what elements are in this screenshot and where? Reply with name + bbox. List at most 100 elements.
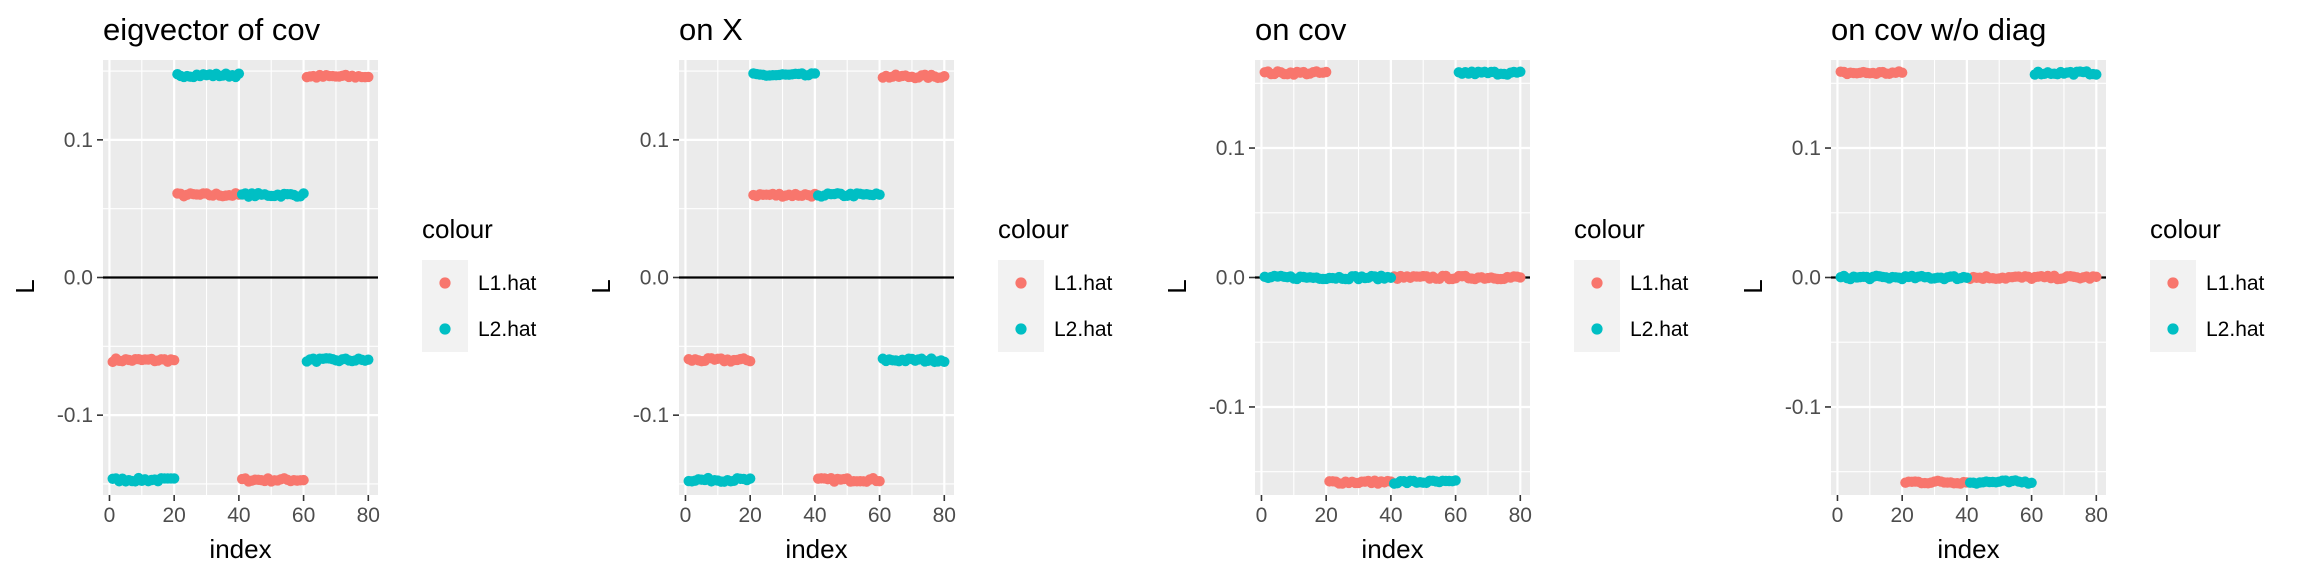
legend-title: colour <box>2150 214 2221 244</box>
x-tick-label: 20 <box>738 504 761 527</box>
chart-title: on cov <box>1255 12 1347 47</box>
data-point <box>2091 69 2102 80</box>
data-point <box>233 68 245 79</box>
x-axis-title: index <box>785 534 847 564</box>
x-axis-title: index <box>1361 534 1423 564</box>
y-tick-label: 0.0 <box>640 267 669 290</box>
y-tick-label: -0.1 <box>1785 396 1821 419</box>
y-tick-label: 0.0 <box>1792 267 1821 290</box>
y-tick-label: -0.1 <box>633 404 669 427</box>
data-point <box>1320 66 1332 78</box>
series-L1.hat <box>683 69 950 487</box>
x-tick-label: 80 <box>933 504 956 527</box>
series-L2.hat <box>1835 66 2102 489</box>
data-point <box>874 475 885 487</box>
data-point <box>298 474 309 486</box>
series-L2.hat <box>107 68 374 487</box>
legend-swatch-L1.hat <box>1591 277 1603 289</box>
legend-label: L2.hat <box>1054 318 1113 341</box>
x-tick-label: 40 <box>227 504 250 527</box>
chart-title: on cov w/o diag <box>1831 12 2046 47</box>
series-L1.hat <box>107 69 374 487</box>
y-axis-title: L <box>1738 279 1768 293</box>
legend: colour L1.hat L2.hat <box>1574 214 1689 352</box>
y-axis-title: L <box>1162 279 1192 293</box>
legend-title: colour <box>1574 214 1645 244</box>
data-point <box>1515 66 1526 77</box>
x-tick-label: 60 <box>1444 504 1467 527</box>
chart-panel-4: on cov w/o diag 0 20 40 60 80 -0.1 0.0 0.1 index L… <box>1738 12 2265 564</box>
legend-swatch-L1.hat <box>2167 277 2179 289</box>
x-tick-label: 80 <box>357 504 380 527</box>
x-tick-label: 80 <box>1509 504 1532 527</box>
data-point <box>939 70 950 82</box>
legend-label: L2.hat <box>478 318 537 341</box>
legend-swatch-L1.hat <box>439 277 451 289</box>
x-tick-label: 60 <box>2020 504 2043 527</box>
chart-title: on X <box>679 12 743 47</box>
x-tick-label: 20 <box>162 504 185 527</box>
y-axis-title: L <box>10 279 40 293</box>
x-tick-label: 40 <box>803 504 826 527</box>
legend-label: L2.hat <box>1630 318 1689 341</box>
x-tick-label: 40 <box>1379 504 1402 527</box>
x-tick-label: 0 <box>1832 504 1844 527</box>
data-point <box>744 473 756 484</box>
data-point <box>2026 477 2037 488</box>
legend-label: L1.hat <box>478 272 537 295</box>
x-axis-title: index <box>1937 534 1999 564</box>
data-point <box>744 356 756 367</box>
x-tick-label: 60 <box>868 504 891 527</box>
legend-label: L2.hat <box>2206 318 2265 341</box>
data-point <box>363 71 374 83</box>
legend: colour L1.hat L2.hat <box>422 214 537 352</box>
y-tick-label: -0.1 <box>57 404 93 427</box>
data-point <box>1961 272 1973 283</box>
legend-label: L1.hat <box>1054 272 1113 295</box>
data-point <box>168 473 180 484</box>
data-point <box>2091 271 2102 283</box>
x-tick-label: 0 <box>1256 504 1268 527</box>
legend-swatch-L2.hat <box>2167 323 2179 335</box>
data-point <box>809 68 821 79</box>
x-tick-label: 40 <box>1955 504 1978 527</box>
data-point <box>1385 272 1397 283</box>
x-tick-label: 20 <box>1314 504 1337 527</box>
chart-panel-1: eigvector of cov 0 20 40 60 80 -0.1 0.0 0.1 index… <box>10 12 537 564</box>
x-tick-label: 60 <box>292 504 315 527</box>
chart-title: eigvector of cov <box>103 12 321 47</box>
legend-label: L1.hat <box>2206 272 2265 295</box>
legend-swatch-L2.hat <box>1591 323 1603 335</box>
data-point <box>298 188 309 199</box>
data-point <box>874 189 885 200</box>
series-L1.hat <box>1259 66 1526 489</box>
x-tick-label: 20 <box>1890 504 1913 527</box>
y-tick-label: 0.1 <box>64 129 93 152</box>
data-point <box>1450 475 1461 486</box>
y-axis-title: L <box>586 279 616 293</box>
data-point <box>1896 67 1908 78</box>
x-tick-label: 80 <box>2085 504 2108 527</box>
legend-swatch-L2.hat <box>439 323 451 335</box>
y-tick-label: 0.1 <box>640 129 669 152</box>
y-tick-label: 0.0 <box>1216 267 1245 290</box>
legend-swatch-L1.hat <box>1015 277 1027 289</box>
legend-title: colour <box>422 214 493 244</box>
x-tick-label: 0 <box>680 504 692 527</box>
legend: colour L1.hat L2.hat <box>2150 214 2265 352</box>
y-tick-label: 0.1 <box>1792 137 1821 160</box>
legend: colour L1.hat L2.hat <box>998 214 1113 352</box>
legend-label: L1.hat <box>1630 272 1689 295</box>
y-tick-label: -0.1 <box>1209 396 1245 419</box>
y-tick-label: 0.1 <box>1216 137 1245 160</box>
y-tick-label: 0.0 <box>64 267 93 290</box>
series-L2.hat <box>1259 66 1526 489</box>
data-point <box>1515 272 1526 283</box>
x-axis-title: index <box>209 534 271 564</box>
data-point <box>363 354 374 365</box>
data-point <box>939 356 950 368</box>
x-tick-label: 0 <box>104 504 116 527</box>
series-L2.hat <box>683 68 950 487</box>
